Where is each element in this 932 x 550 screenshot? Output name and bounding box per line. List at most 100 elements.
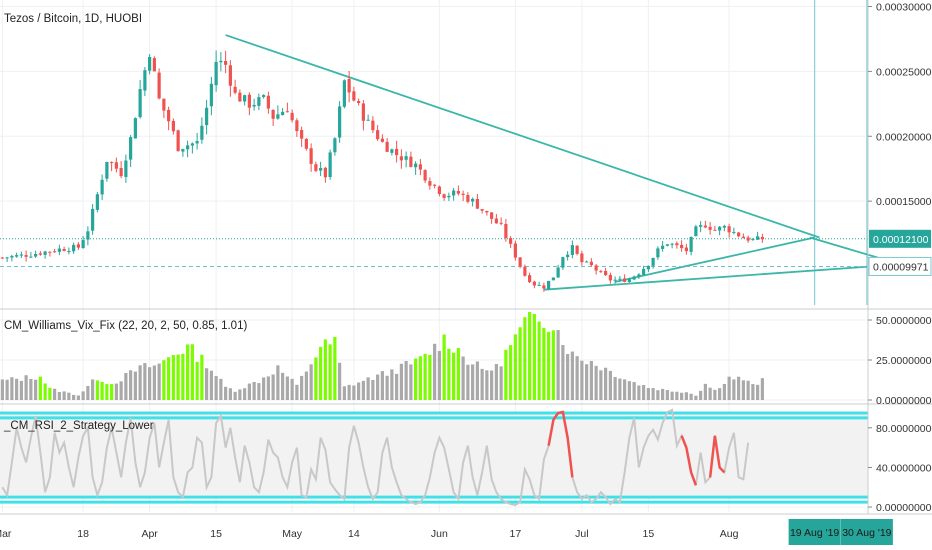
candle-body bbox=[352, 91, 356, 101]
candle-body bbox=[475, 198, 479, 209]
vix-bar bbox=[76, 395, 80, 400]
vix-bar bbox=[642, 384, 646, 400]
candle-body bbox=[466, 195, 470, 202]
vix-bar bbox=[646, 388, 650, 400]
vix-bar bbox=[238, 389, 242, 400]
candle-body bbox=[34, 254, 38, 257]
vix-bar bbox=[637, 385, 641, 400]
vix-bar bbox=[751, 384, 755, 400]
vix-bar bbox=[371, 379, 375, 400]
rsi-tick-label: 40.00000000 bbox=[876, 462, 932, 474]
candle-body bbox=[361, 103, 365, 121]
candle-body bbox=[471, 198, 475, 202]
candle-body bbox=[504, 224, 508, 238]
level-price-tag bbox=[868, 256, 932, 276]
vix-bar bbox=[143, 363, 147, 400]
vix-bar bbox=[708, 387, 712, 400]
candle-body bbox=[537, 284, 541, 286]
candle-body bbox=[703, 225, 707, 228]
candle-body bbox=[684, 247, 688, 252]
rsi-pane-title: _CM_RSI_2_Strategy_Lower bbox=[3, 420, 154, 432]
candle-body bbox=[53, 251, 57, 253]
candle-body bbox=[509, 238, 513, 244]
candle-body bbox=[418, 164, 422, 170]
candle-body bbox=[456, 191, 460, 194]
vix-bar bbox=[741, 380, 745, 400]
candle-body bbox=[29, 256, 33, 258]
vix-bar bbox=[414, 358, 418, 400]
vix-bar bbox=[532, 314, 536, 400]
candle-body bbox=[547, 280, 551, 290]
date-tag bbox=[788, 519, 841, 545]
vix-bar bbox=[67, 392, 71, 400]
vix-bar bbox=[623, 379, 627, 400]
candle-body bbox=[214, 61, 218, 86]
vix-bar bbox=[214, 376, 218, 400]
vix-bar bbox=[233, 391, 237, 400]
vix-bar bbox=[24, 375, 28, 400]
candle-body bbox=[399, 156, 403, 161]
candle-body bbox=[366, 119, 370, 121]
time-tick-label: Apr bbox=[141, 528, 158, 540]
vix-bar bbox=[485, 370, 489, 400]
candle-body bbox=[461, 193, 465, 196]
vix-bar bbox=[181, 353, 185, 400]
candle-body bbox=[722, 225, 726, 228]
candle-body bbox=[133, 118, 137, 139]
vix-bar bbox=[466, 364, 470, 400]
candle-body bbox=[452, 190, 456, 196]
vix-bar bbox=[252, 381, 256, 400]
vix-bar bbox=[15, 378, 19, 400]
vix-bar bbox=[409, 364, 413, 400]
candle-body bbox=[680, 244, 684, 249]
candle-body bbox=[257, 97, 261, 106]
rsi-hot-segment bbox=[708, 435, 726, 478]
vix-bar bbox=[395, 373, 399, 400]
vix-tick-label: 25.00000000 bbox=[876, 355, 932, 367]
candle-body bbox=[594, 265, 598, 271]
candle-body bbox=[551, 277, 555, 281]
vix-bar bbox=[48, 387, 52, 400]
vix-bar bbox=[651, 388, 655, 400]
candle-body bbox=[627, 279, 631, 282]
vix-tick-label: 50.00000000 bbox=[876, 315, 932, 327]
candle-body bbox=[0, 257, 4, 259]
time-tick-label: 15 bbox=[210, 528, 222, 540]
vix-bar bbox=[513, 334, 517, 400]
rsi-line-series bbox=[1, 408, 750, 507]
vix-bar bbox=[200, 354, 204, 400]
price-axis[interactable]: 0.00030000 0.00025000 0.00020000 0.00015000… bbox=[868, 1, 932, 514]
vix-bar bbox=[756, 384, 760, 400]
candle-body bbox=[304, 138, 308, 149]
candle-body bbox=[395, 148, 399, 156]
candle-body bbox=[518, 257, 522, 267]
candle-body bbox=[124, 160, 128, 177]
level-price-tag-label: 0.00009971 bbox=[873, 261, 929, 273]
candle-body bbox=[152, 58, 156, 72]
candle-body bbox=[38, 253, 42, 255]
candle-body bbox=[604, 270, 608, 276]
vix-bar bbox=[262, 377, 266, 400]
vix-bar bbox=[285, 376, 289, 400]
vix-bar bbox=[205, 368, 209, 400]
date-tag-label: 19 Aug '19 bbox=[790, 527, 839, 539]
candlestick-series bbox=[0, 50, 764, 292]
candle-body bbox=[732, 231, 736, 233]
candle-body bbox=[480, 209, 484, 211]
vix-bar bbox=[418, 356, 422, 400]
candle-body bbox=[95, 194, 99, 210]
vix-bar bbox=[247, 383, 251, 400]
candle-body bbox=[129, 137, 133, 160]
candle-body bbox=[589, 261, 593, 266]
time-tick-label: 14 bbox=[348, 528, 360, 540]
vix-bar bbox=[100, 381, 104, 400]
vix-bar bbox=[95, 380, 99, 400]
candle-body bbox=[404, 156, 408, 160]
vix-bar bbox=[499, 366, 503, 400]
vix-bar bbox=[376, 374, 380, 400]
vix-bar bbox=[665, 390, 669, 400]
candle-body bbox=[285, 111, 289, 113]
rsi-line bbox=[1, 408, 750, 507]
time-axis[interactable]: Mar 18 Apr 15 May 14 Jun 17 Jul 15 Aug 19 Aug '1930… bbox=[0, 519, 893, 545]
